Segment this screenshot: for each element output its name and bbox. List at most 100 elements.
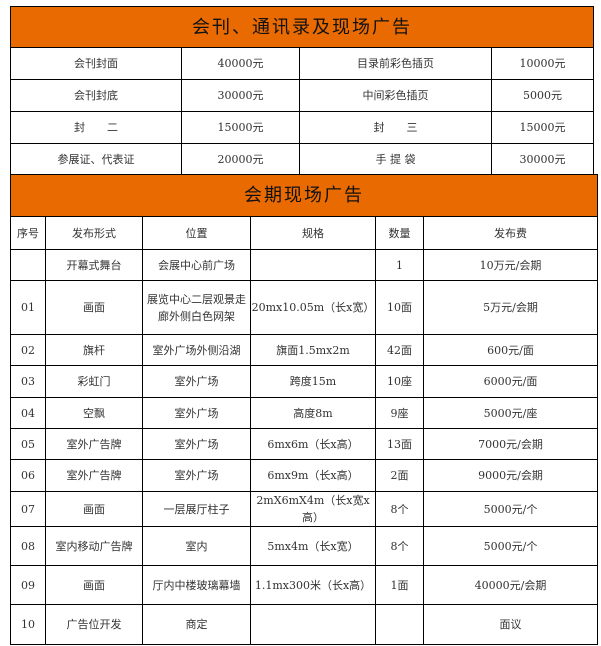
table-cell: 5mx4m（长x宽） [250, 526, 376, 566]
table-cell: 9000元/会期 [422, 459, 599, 492]
table-row: 02 旗杆 室外广场外侧沿湖 旗面1.5mx2m 42面 600元/面 [10, 334, 599, 366]
table-cell: 40000元 [181, 47, 300, 80]
table-cell: 10面 [375, 280, 424, 335]
publication-ads-title: 会刊、通讯录及现场广告 [10, 6, 594, 48]
onsite-ads-title: 会期现场广告 [9, 174, 599, 217]
table-cell: 室内移动广告牌 [45, 526, 143, 566]
table-cell: 室外广场 [142, 459, 251, 492]
table-cell: 室外广告牌 [45, 428, 143, 460]
table-cell: 画面 [45, 280, 143, 335]
table-cell: 5000元/个 [422, 526, 599, 566]
table-cell [10, 249, 46, 281]
table-cell: 13面 [375, 428, 424, 460]
table-cell: 会刊封底 [10, 79, 182, 112]
table-row: 04 空飘 室外广场 高度8m 9座 5000元/座 [10, 397, 599, 429]
table-cell: 03 [10, 365, 46, 398]
table-cell: 1面 [375, 565, 424, 605]
onsite-ads-table: 会期现场广告 序号 发布形式 位置 规格 数量 发布费 开幕式舞台 会展中心前广场… [9, 174, 599, 645]
table-cell: 6mx6m（长x高） [250, 428, 376, 460]
table-cell: 5000元/座 [422, 397, 599, 429]
table-cell: 手 提 袋 [299, 143, 492, 175]
table-cell: 20000元 [181, 143, 300, 175]
table-cell: 600元/面 [422, 334, 599, 366]
table-row: 05 室外广告牌 室外广场 6mx6m（长x高） 13面 7000元/会期 [10, 428, 599, 460]
table-row: 开幕式舞台 会展中心前广场 1 10万元/会期 [10, 249, 599, 281]
table-row: 01 画面 展览中心二层观景走廊外侧白色网架 20mx10.05m（长x宽） 10面 5万… [10, 280, 599, 335]
table-cell: 20mx10.05m（长x宽） [250, 280, 376, 335]
table-cell: 高度8m [250, 397, 376, 429]
table-cell: 室外广场外侧沿湖 [142, 334, 251, 366]
table-cell [375, 604, 424, 645]
table-cell: 开幕式舞台 [45, 249, 143, 281]
header-cell: 数量 [375, 216, 424, 250]
table-cell: 15000元 [491, 111, 594, 144]
table-cell: 10万元/会期 [422, 249, 599, 281]
table-cell: 5万元/会期 [422, 280, 599, 335]
table-cell [250, 604, 376, 645]
table-cell: 2面 [375, 459, 424, 492]
table-cell: 6000元/面 [422, 365, 599, 398]
table-cell: 广告位开发 [45, 604, 143, 645]
table-row: 10 广告位开发 商定 面议 [10, 604, 599, 645]
table-cell: 室外广场 [142, 428, 251, 460]
table-cell: 07 [10, 491, 46, 527]
table-cell: 商定 [142, 604, 251, 645]
table-cell: 04 [10, 397, 46, 429]
table-cell: 旗面1.5mx2m [250, 334, 376, 366]
table-cell: 目录前彩色插页 [299, 47, 492, 80]
table-cell: 15000元 [181, 111, 300, 144]
header-cell: 规格 [250, 216, 376, 250]
table-cell: 画面 [45, 565, 143, 605]
table-cell: 08 [10, 526, 46, 566]
table-cell: 封 三 [299, 111, 492, 144]
table-cell: 09 [10, 565, 46, 605]
table-row: 会刊封面 40000元 目录前彩色插页 10000元 [10, 47, 594, 80]
table-row: 03 彩虹门 室外广场 跨度15m 10座 6000元/面 [10, 365, 599, 398]
header-cell: 序号 [10, 216, 46, 250]
table-cell: 2mX6mX4m（长x宽x高） [250, 491, 376, 527]
table-cell: 室外广场 [142, 397, 251, 429]
table-cell: 30000元 [491, 143, 594, 175]
table-row: 会刊封底 30000元 中间彩色插页 5000元 [10, 79, 594, 112]
table-cell: 1.1mx300米（长x高） [250, 565, 376, 605]
table-cell: 跨度15m [250, 365, 376, 398]
table-cell: 10000元 [491, 47, 594, 80]
table-cell: 一层展厅柱子 [142, 491, 251, 527]
table-cell: 5000元 [491, 79, 594, 112]
table-cell: 会刊封面 [10, 47, 182, 80]
table-cell: 5000元/个 [422, 491, 599, 527]
table-cell: 参展证、代表证 [10, 143, 182, 175]
table-cell: 空飘 [45, 397, 143, 429]
table-cell: 02 [10, 334, 46, 366]
table-cell: 彩虹门 [45, 365, 143, 398]
table-cell: 室内 [142, 526, 251, 566]
table-cell: 中间彩色插页 [299, 79, 492, 112]
table-row: 封 二 15000元封 三 15000元 [10, 111, 594, 144]
header-cell: 位置 [142, 216, 251, 250]
table-cell [250, 249, 376, 281]
table-cell: 30000元 [181, 79, 300, 112]
table-cell: 06 [10, 459, 46, 492]
table-cell: 画面 [45, 491, 143, 527]
table-cell: 8个 [375, 526, 424, 566]
table-cell: 05 [10, 428, 46, 460]
table-cell: 01 [10, 280, 46, 335]
table-cell: 8个 [375, 491, 424, 527]
table-row: 09 画面 厅内中楼玻璃幕墙 1.1mx300米（长x高） 1面 40000元/会期 [10, 565, 599, 605]
publication-ads-table: 会刊、通讯录及现场广告 会刊封面 40000元 目录前彩色插页 10000元 会刊封底 3… [10, 6, 594, 175]
table-cell: 面议 [422, 604, 599, 645]
table-cell: 室外广场 [142, 365, 251, 398]
table-cell: 40000元/会期 [422, 565, 599, 605]
table-cell: 10 [10, 604, 46, 645]
table-cell: 厅内中楼玻璃幕墙 [142, 565, 251, 605]
table-row: 08 室内移动广告牌 室内 5mx4m（长x宽） 8个 5000元/个 [10, 526, 599, 566]
table-cell: 6mx9m（长x高） [250, 459, 376, 492]
header-cell: 发布形式 [45, 216, 143, 250]
header-row: 序号 发布形式 位置 规格 数量 发布费 [10, 216, 599, 250]
table-cell: 会展中心前广场 [142, 249, 251, 281]
table-row: 07 画面 一层展厅柱子 2mX6mX4m（长x宽x高） 8个 5000元/个 [10, 491, 599, 527]
table-cell: 1 [375, 249, 424, 281]
table-cell: 室外广告牌 [45, 459, 143, 492]
table-cell: 旗杆 [45, 334, 143, 366]
table-cell: 7000元/会期 [422, 428, 599, 460]
